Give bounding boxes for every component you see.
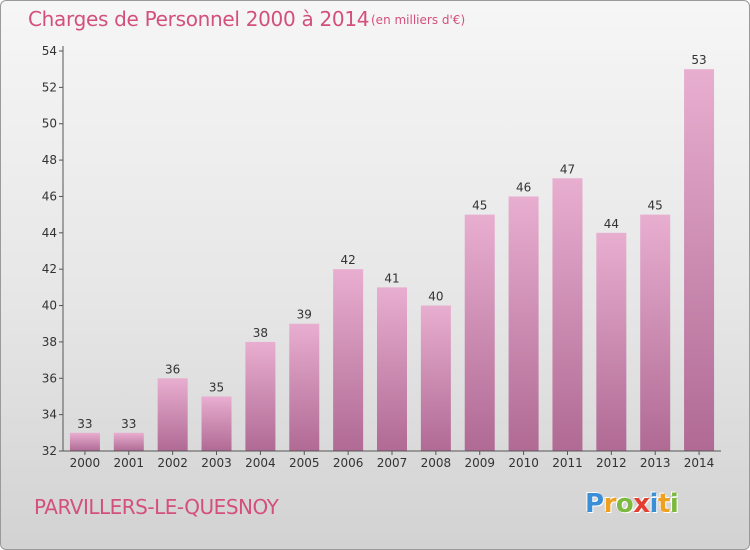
data-label-2005: 39 [297, 308, 312, 322]
x-tick-label-2012: 2012 [596, 456, 627, 470]
bar-2013 [640, 214, 671, 451]
bar-2007 [377, 287, 407, 451]
logo-letter: i [669, 489, 679, 519]
data-label-2011: 47 [560, 162, 575, 176]
logo-letter: o [615, 489, 634, 519]
x-tick-label-2013: 2013 [640, 456, 671, 470]
bar-2005 [289, 323, 320, 451]
data-label-2006: 42 [340, 253, 355, 267]
bar-2014 [684, 69, 715, 451]
y-tick-label-48: 48 [42, 153, 57, 167]
x-tick-label-2010: 2010 [508, 456, 539, 470]
logo-letter: r [603, 489, 617, 519]
bar-2006 [333, 269, 364, 451]
x-tick-label-2005: 2005 [289, 456, 320, 470]
y-tick-label-52: 52 [42, 80, 57, 94]
axes-group: 2000 2001 2002 2003 2004 2005 2006 2007 2008 2009… [42, 44, 721, 470]
x-tick-label-2000: 2000 [70, 456, 101, 470]
x-tick-label-2003: 2003 [201, 456, 232, 470]
y-tick-label-40: 40 [42, 299, 57, 313]
bars-group: 33 33 36 35 38 39 42 41 40 45 46 47 44 45 53 [69, 53, 715, 452]
y-tick-label-34: 34 [42, 408, 57, 422]
x-tick-label-2004: 2004 [245, 456, 276, 470]
proxiti-logo: Proxiti [585, 489, 679, 519]
data-label-2007: 41 [384, 271, 399, 285]
bar-2009 [464, 214, 495, 451]
data-label-2013: 45 [648, 199, 663, 213]
commune-name: PARVILLERS-LE-QUESNOY [34, 495, 279, 519]
x-tick-label-2007: 2007 [377, 456, 408, 470]
x-tick-label-2009: 2009 [464, 456, 495, 470]
bar-2000 [69, 432, 100, 451]
data-label-2001: 33 [121, 417, 136, 431]
bar-2012 [596, 232, 627, 451]
data-label-2004: 38 [253, 326, 268, 340]
logo-letter: x [633, 489, 650, 519]
x-tick-label-2006: 2006 [333, 456, 364, 470]
unit-note: (en milliers d'€) [371, 13, 466, 27]
data-label-2003: 35 [209, 380, 224, 394]
bar-2008 [420, 305, 451, 451]
data-label-2012: 44 [604, 217, 619, 231]
y-tick-label-46: 46 [42, 189, 57, 203]
logo-letter: t [657, 489, 670, 519]
data-label-2002: 36 [165, 362, 180, 376]
data-label-2009: 45 [472, 199, 487, 213]
bar-2002 [157, 378, 188, 451]
bar-2004 [245, 341, 276, 451]
bar-2011 [552, 178, 583, 452]
y-tick-label-38: 38 [42, 335, 57, 349]
y-tick-label-36: 36 [42, 371, 57, 385]
y-tick-label-44: 44 [42, 226, 57, 240]
y-tick-label-32: 32 [42, 444, 57, 458]
y-tick-label-42: 42 [42, 262, 57, 276]
data-label-2010: 46 [516, 180, 531, 194]
logo-letter: P [585, 489, 604, 519]
bar-2001 [113, 432, 144, 451]
data-label-2014: 53 [691, 53, 706, 67]
x-tick-label-2002: 2002 [157, 456, 188, 470]
y-tick-label-50: 50 [42, 117, 57, 131]
chart-title: Charges de Personnel 2000 à 2014 [28, 7, 370, 31]
x-tick-label-2011: 2011 [552, 456, 583, 470]
bar-2010 [508, 196, 539, 451]
y-tick-label-54: 54 [42, 44, 57, 58]
bar-2003 [201, 396, 232, 451]
x-tick-label-2001: 2001 [114, 456, 145, 470]
x-tick-label-2014: 2014 [684, 456, 715, 470]
data-label-2000: 33 [77, 417, 92, 431]
x-tick-label-2008: 2008 [421, 456, 452, 470]
logo-letter: i [649, 489, 659, 519]
data-label-2008: 40 [428, 290, 443, 304]
